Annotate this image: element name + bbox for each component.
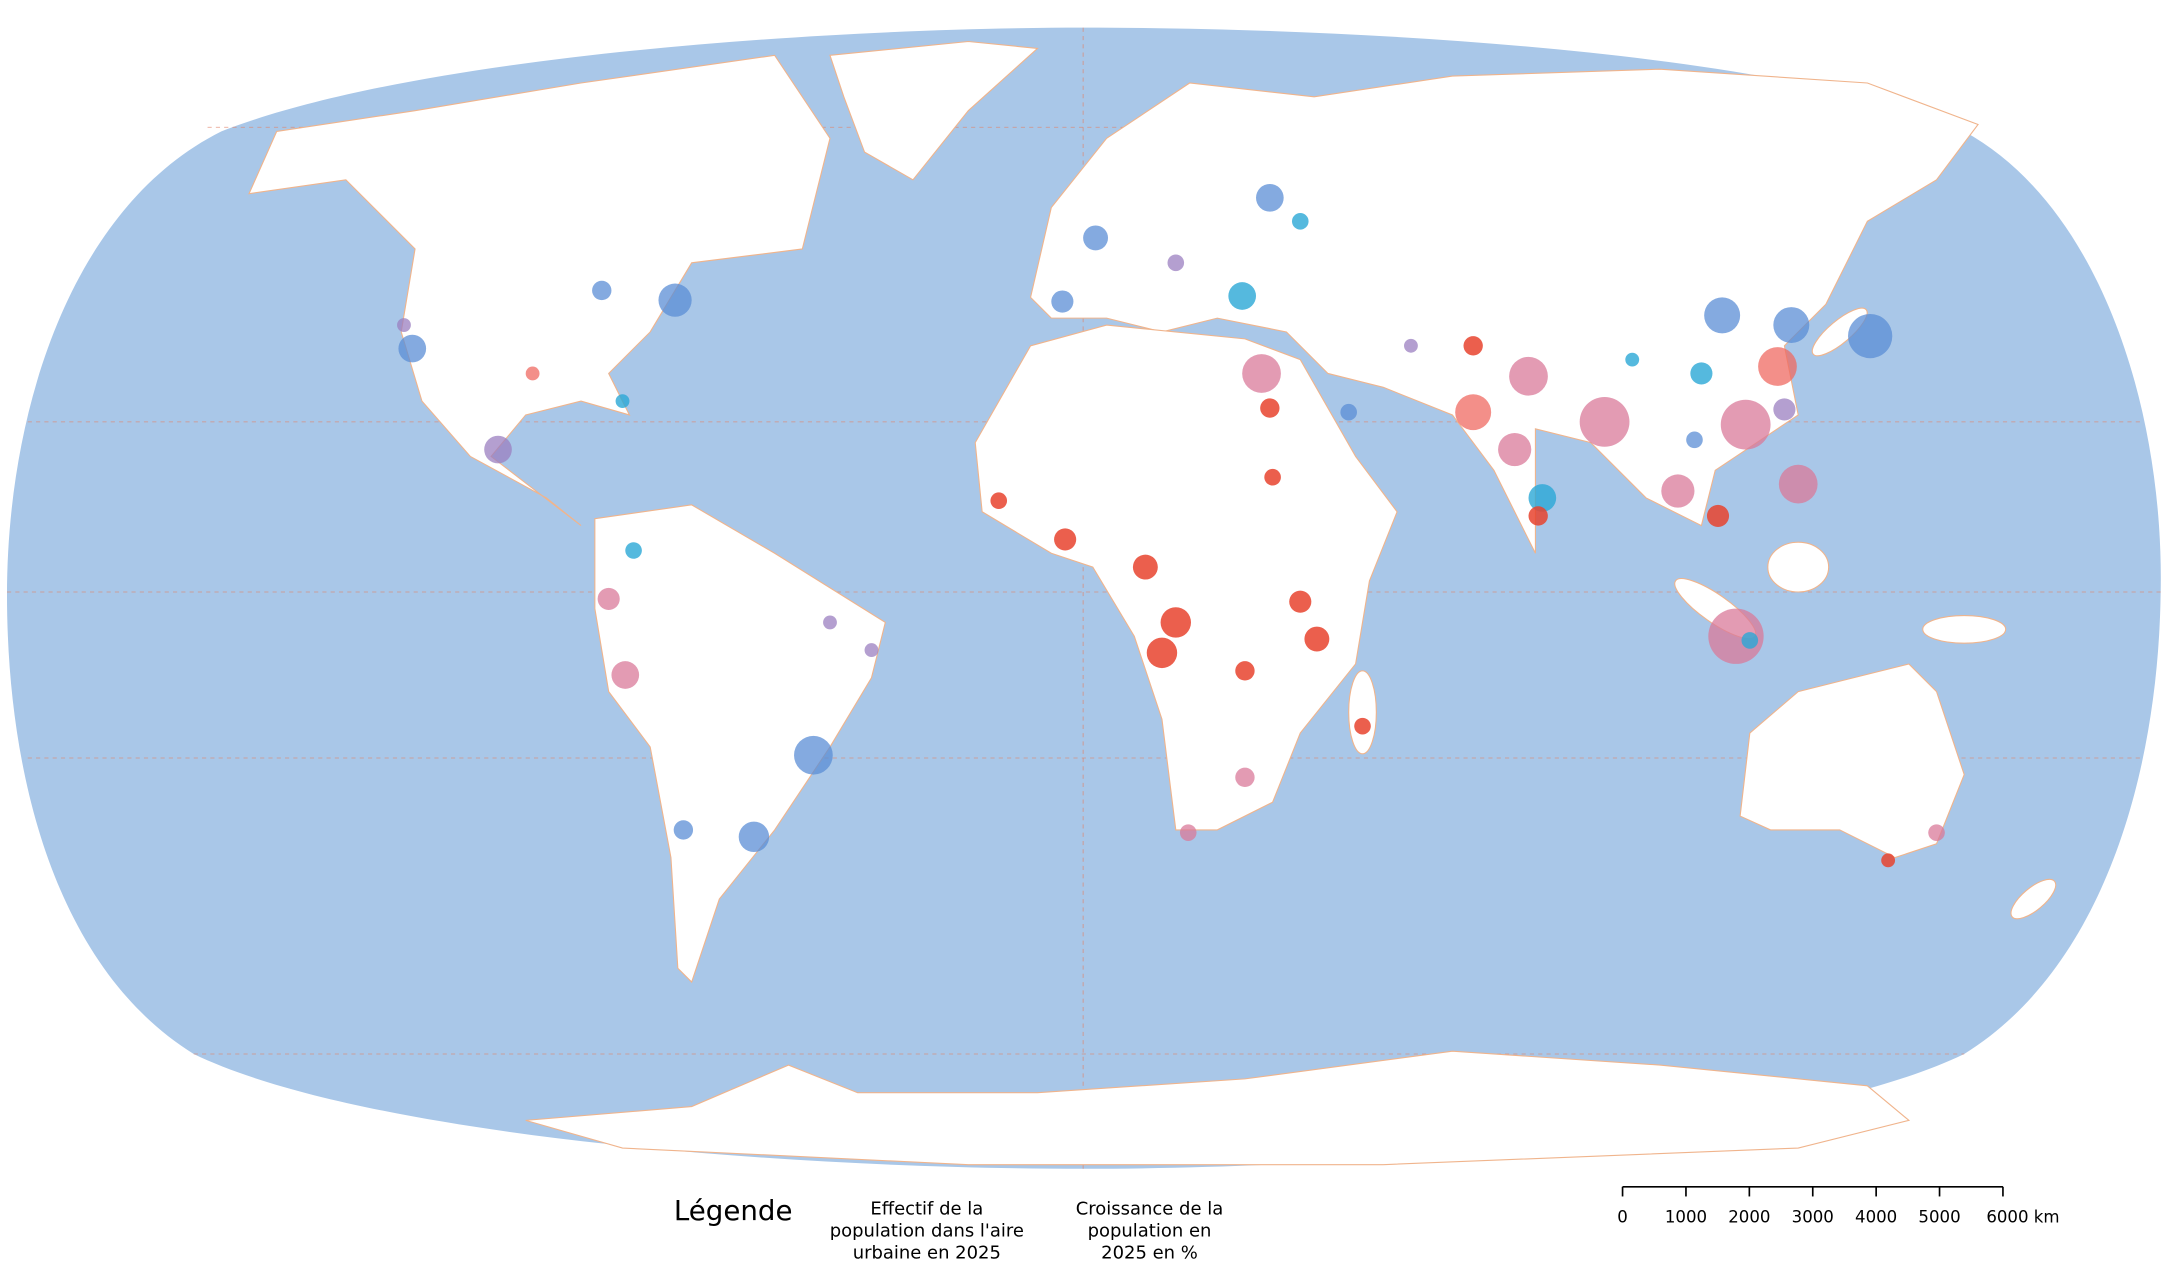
city-bubbles — [397, 183, 1945, 868]
legend-title: Légende — [674, 1194, 793, 1227]
scale-label: 3000 — [1792, 1208, 1834, 1227]
scale-bar: 0 1000 2000 3000 4000 5000 6000 km — [1617, 1185, 2060, 1227]
legend-text: 2025 en % — [1101, 1243, 1198, 1264]
legend-text: Effectif de la — [870, 1198, 983, 1219]
legend-text: population dans l'aire — [830, 1221, 1024, 1242]
legend-text: Croissance de la — [1076, 1198, 1223, 1219]
scale-label: 0 — [1617, 1208, 1628, 1227]
scale-label: 6000 km — [1986, 1208, 2059, 1227]
scale-label: 4000 — [1855, 1208, 1897, 1227]
legend-text: population en — [1088, 1221, 1212, 1242]
legend-text: urbaine en 2025 — [853, 1243, 1001, 1264]
scale-label: 5000 — [1918, 1208, 1960, 1227]
scale-label: 2000 — [1728, 1208, 1770, 1227]
scale-label: 1000 — [1665, 1208, 1707, 1227]
